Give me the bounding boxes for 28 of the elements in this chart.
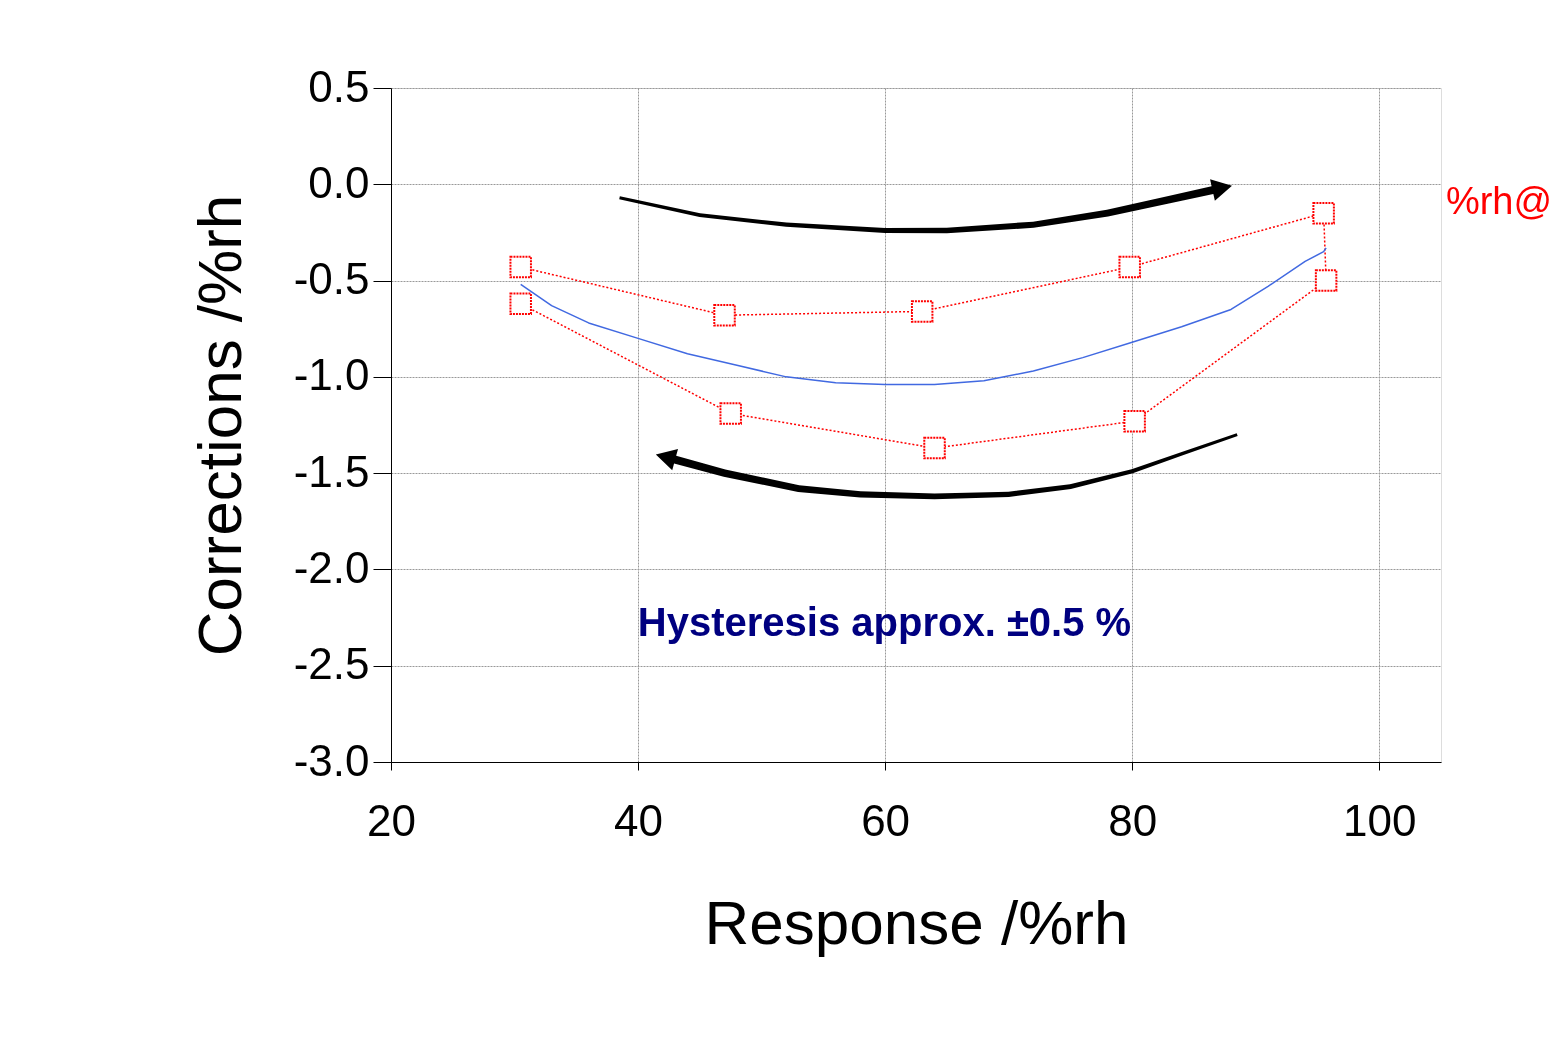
x-tick-label: 20 (367, 795, 416, 845)
y-tick-label: 0.5 (308, 61, 370, 111)
point (713, 303, 736, 327)
text: %rh@ (1445, 179, 1553, 222)
point (509, 255, 532, 279)
y-tick-label: -1.5 (293, 446, 370, 496)
point (719, 402, 742, 425)
point (1314, 269, 1338, 292)
x-tick-label: 60 (861, 795, 911, 845)
y-tick-label: -3.0 (293, 735, 370, 785)
y-tick-label: -2.5 (293, 639, 370, 689)
point (509, 292, 532, 315)
x-tick-label: 80 (1108, 795, 1158, 845)
y-tick-label: 0.0 (308, 157, 370, 207)
y-tick-label: -0.5 (293, 254, 370, 304)
y-tick-label: -2.0 (293, 542, 370, 592)
x-axis-title: Response /%rh (704, 887, 1129, 957)
point (1123, 409, 1146, 433)
point (910, 300, 934, 323)
point (923, 436, 946, 460)
point (1312, 201, 1335, 225)
y-tick-label: -1.0 (293, 350, 370, 400)
annotation: Hysteresis approx. ±0.5 % (637, 599, 1132, 644)
x-tick-label: 40 (614, 795, 664, 845)
point (1118, 255, 1141, 279)
line-series (519, 247, 1327, 386)
y-axis-title: Corrections /%rh (184, 194, 254, 657)
x-tick-label: 100 (1343, 795, 1417, 845)
